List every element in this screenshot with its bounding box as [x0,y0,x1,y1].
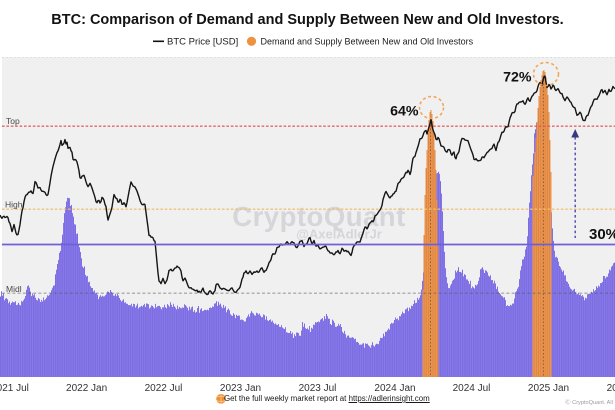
svg-text:@AxelAdlerJr: @AxelAdlerJr [296,227,382,242]
svg-text:CryptoQuant: CryptoQuant [232,201,406,232]
svg-text:Midl: Midl [6,284,22,294]
svg-text:BTC Price [USD]: BTC Price [USD] [167,37,238,48]
svg-text:Demand and Supply Between New: Demand and Supply Between New and Old In… [261,37,474,47]
svg-text:High: High [5,200,23,210]
svg-text:30%: 30% [589,226,615,243]
svg-text:Top: Top [6,116,20,126]
svg-text:64%: 64% [390,104,419,120]
svg-text:72%: 72% [503,70,532,86]
